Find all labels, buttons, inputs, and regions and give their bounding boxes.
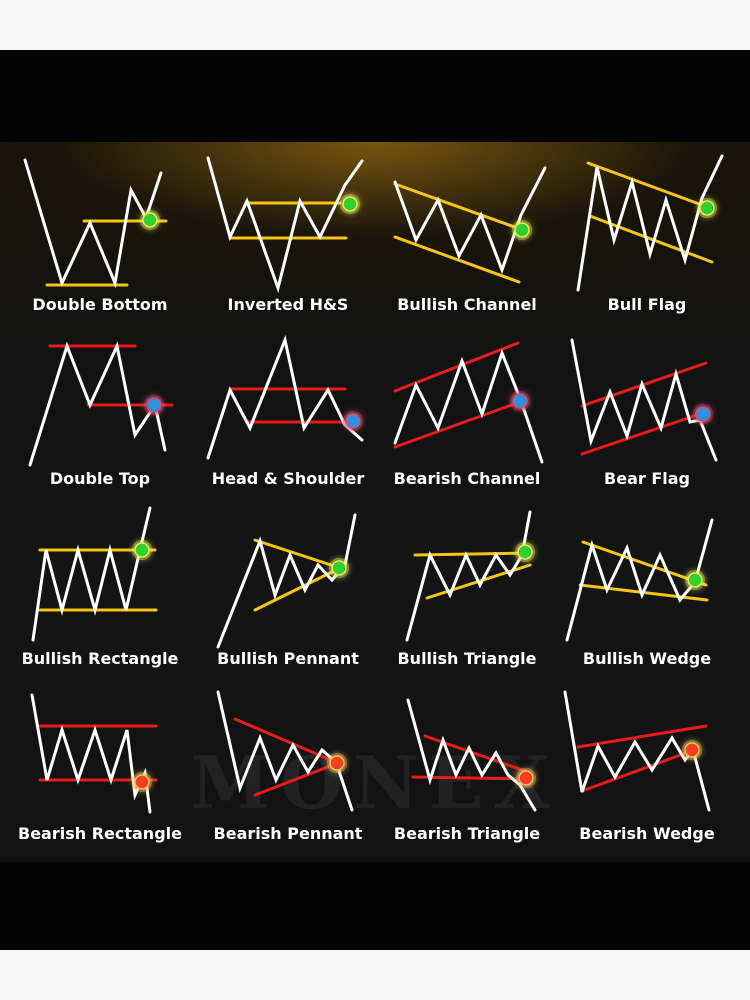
- pattern-card-bearish-wedge: Bearish Wedge: [563, 690, 715, 843]
- orange-dot-icon: [682, 740, 702, 760]
- green-dot-icon: [697, 198, 717, 218]
- pattern-label: Bearish Pennant: [214, 824, 363, 843]
- price-path-line: [30, 693, 152, 814]
- pattern-label: Bearish Rectangle: [18, 824, 182, 843]
- pattern-label: Bear Flag: [604, 469, 690, 488]
- pattern-label: Bearish Triangle: [394, 824, 540, 843]
- lower-level-line: [393, 400, 522, 449]
- pattern-card-bearish-pennant: Bearish Pennant: [214, 690, 363, 843]
- green-dot-icon: [329, 558, 349, 578]
- pattern-label: Inverted H&S: [228, 295, 349, 314]
- lower-level-line: [580, 412, 702, 456]
- background-glow: [0, 142, 750, 862]
- price-path-line: [216, 690, 354, 812]
- orange-dot-icon: [132, 772, 152, 792]
- pattern-card-bullish-rectangle: Bullish Rectangle: [22, 506, 179, 668]
- upper-level-line: [393, 182, 525, 232]
- blue-dot-icon: [693, 404, 713, 424]
- pattern-card-bull-flag: Bull Flag: [576, 154, 724, 314]
- pattern-label: Bullish Channel: [397, 295, 537, 314]
- poster: MONEX Double Bottom Inverted H&S Bullish C…: [0, 50, 750, 950]
- price-path-line: [405, 510, 532, 642]
- pattern-label: Head & Shoulder: [212, 469, 365, 488]
- pattern-card-bearish-triangle: Bearish Triangle: [394, 698, 540, 843]
- price-path-line: [216, 513, 357, 649]
- upper-level-line: [586, 161, 712, 210]
- pattern-grid: Double Bottom Inverted H&S Bullish Channel…: [18, 154, 724, 843]
- green-dot-icon: [132, 540, 152, 560]
- upper-level-line: [413, 551, 532, 557]
- pattern-card-bearish-channel: Bearish Channel: [393, 341, 544, 488]
- upper-level-line: [393, 341, 520, 393]
- price-path-line: [576, 154, 724, 292]
- pattern-card-bullish-wedge: Bullish Wedge: [565, 518, 714, 668]
- pattern-label: Bullish Wedge: [583, 649, 711, 668]
- price-path-line: [406, 698, 537, 812]
- green-dot-icon: [140, 210, 160, 230]
- blue-dot-icon: [343, 411, 363, 431]
- pattern-label: Bullish Rectangle: [22, 649, 179, 668]
- orange-dot-icon: [516, 768, 536, 788]
- pattern-label: Bearish Wedge: [579, 824, 715, 843]
- green-dot-icon: [685, 570, 705, 590]
- pattern-label: Double Top: [50, 469, 150, 488]
- orange-dot-icon: [327, 753, 347, 773]
- pattern-card-double-top: Double Top: [28, 341, 174, 488]
- price-path-line: [570, 338, 718, 462]
- price-path-line: [393, 166, 547, 275]
- price-path-line: [31, 506, 152, 642]
- price-path-line: [206, 156, 364, 294]
- pattern-label: Bearish Channel: [394, 469, 541, 488]
- watermark: MONEX: [190, 740, 560, 825]
- price-path-line: [206, 334, 364, 460]
- pattern-card-bearish-rectangle: Bearish Rectangle: [18, 693, 182, 843]
- blue-dot-icon: [510, 391, 530, 411]
- upper-level-line: [233, 717, 342, 766]
- pattern-card-inverted-hands: Inverted H&S: [206, 156, 364, 314]
- pattern-card-bear-flag: Bear Flag: [570, 338, 718, 488]
- green-dot-icon: [515, 542, 535, 562]
- upper-level-line: [253, 538, 342, 570]
- pattern-label: Bullish Pennant: [217, 649, 359, 668]
- lower-level-line: [580, 748, 696, 793]
- green-dot-icon: [512, 220, 532, 240]
- lower-level-line: [253, 761, 340, 797]
- pattern-card-bullish-channel: Bullish Channel: [393, 166, 547, 314]
- pattern-label: Double Bottom: [32, 295, 167, 314]
- upper-level-line: [576, 724, 708, 749]
- green-dot-icon: [340, 194, 360, 214]
- pattern-label: Bull Flag: [608, 295, 687, 314]
- pattern-card-double-bottom: Double Bottom: [23, 158, 168, 314]
- pattern-card-head-and-shoulder: Head & Shoulder: [206, 334, 365, 488]
- lower-level-line: [393, 235, 521, 284]
- pattern-card-bullish-triangle: Bullish Triangle: [397, 510, 537, 668]
- upper-level-line: [580, 361, 708, 408]
- blue-dot-icon: [144, 395, 164, 415]
- pattern-label: Bullish Triangle: [397, 649, 536, 668]
- pattern-card-bullish-pennant: Bullish Pennant: [216, 513, 359, 668]
